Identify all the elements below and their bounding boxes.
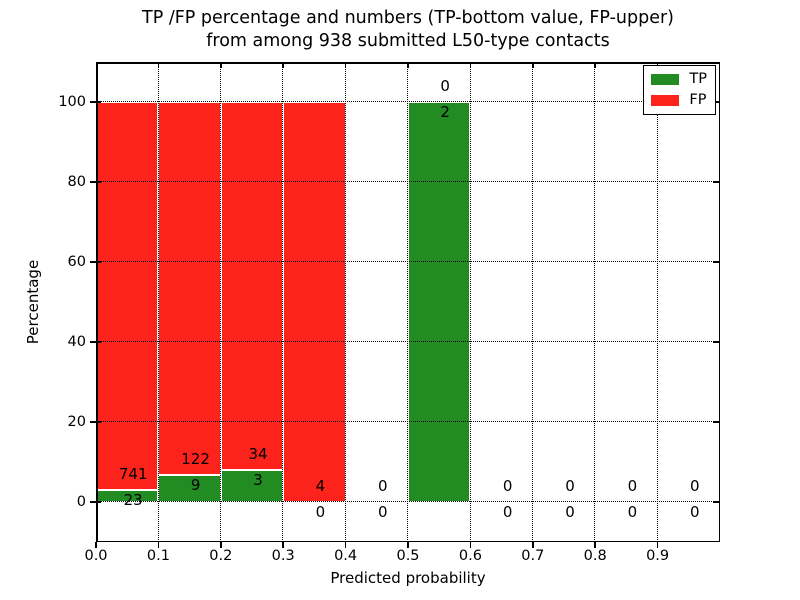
left-tick-100: [90, 101, 101, 103]
tp-count-label-0.7: 0: [565, 503, 575, 521]
x-axis-label: Predicted probability: [330, 569, 486, 587]
y-tick-label-60: 60: [67, 254, 86, 270]
bottom-tick-0.8: [594, 542, 596, 548]
legend-label-fp: FP: [689, 92, 707, 108]
fp-count-label-0.8: 0: [627, 477, 638, 495]
tp-count-label-0.0: 23: [123, 490, 143, 509]
fp-count-label-0.7: 0: [565, 477, 575, 495]
x-tick-label-0.7: 0.7: [521, 548, 545, 564]
top-tick-0.2: [220, 63, 222, 68]
fp-count-label-0.1: 122: [181, 449, 210, 468]
top-spine: [96, 62, 720, 64]
right-tick-80: [713, 181, 719, 183]
chart-title: TP /FP percentage and numbers (TP-bottom…: [96, 7, 720, 53]
legend-item-fp: FP: [651, 93, 707, 108]
fp-count-label-0.2: 34: [248, 444, 268, 463]
v-gridline-0.6: [469, 62, 471, 542]
bottom-tick-0.1: [157, 542, 160, 548]
tp-count-label-0.6: 0: [502, 503, 513, 521]
tp-count-label-0.3: 0: [315, 503, 326, 521]
bar-fp-0.0: [96, 102, 159, 490]
bottom-tick-0.7: [532, 542, 534, 548]
left-tick-20: [90, 421, 101, 423]
plot-area: 741 23 122 9 34 3 4 0 0 0 0 2 0 0 0 0 0 0 0 0 TP FP: [90, 62, 720, 548]
bottom-tick-0.6: [469, 542, 472, 548]
y-axis-label: Percentage: [24, 259, 42, 345]
x-tick-label-0.5: 0.5: [396, 548, 420, 564]
x-tick-label-0.0: 0.0: [84, 548, 108, 564]
legend-label-tp: TP: [689, 71, 707, 87]
left-tick-60: [90, 261, 101, 263]
right-tick-40: [713, 341, 719, 343]
y-tick-label-100: 100: [58, 94, 86, 110]
bar-fp-0.2: [220, 102, 284, 470]
top-tick-0.8: [594, 63, 596, 68]
bar-tp-0.2: [220, 469, 284, 502]
left-tick-80: [90, 181, 101, 183]
right-spine: [718, 62, 720, 542]
chart-title-line1: TP /FP percentage and numbers (TP-bottom…: [142, 8, 674, 28]
tp-count-label-0.1: 9: [190, 475, 201, 494]
fp-count-label-0.4: 0: [378, 477, 388, 495]
bottom-tick-0.2: [220, 542, 222, 548]
left-spine: [96, 62, 98, 542]
chart-title-line2: from among 938 submitted L50-type contac…: [206, 31, 610, 51]
top-tick-0.5: [407, 63, 409, 68]
tp-count-label-0.4: 0: [378, 503, 388, 521]
tp-count-label-0.8: 0: [627, 503, 638, 521]
v-gridline-0.3: [282, 62, 284, 542]
v-gridline-0.5: [407, 62, 409, 542]
v-gridline-0.8: [594, 62, 596, 542]
fp-count-label-0.0: 741: [118, 464, 148, 483]
right-tick-60: [713, 261, 719, 263]
y-tick-label-20: 20: [67, 414, 86, 430]
bottom-spine: [96, 540, 720, 542]
fp-count-label-0.3: 4: [315, 477, 326, 495]
right-tick-20: [713, 421, 719, 423]
bottom-tick-0.0: [95, 542, 97, 548]
fp-count-label-0.6: 0: [502, 477, 513, 495]
left-tick-40: [90, 341, 101, 343]
v-gridline-0.1: [157, 62, 159, 542]
tp-count-label-0.2: 3: [253, 470, 263, 489]
y-tick-label-80: 80: [67, 174, 86, 190]
left-tick-0: [90, 501, 101, 503]
v-gridline-0.9: [656, 62, 658, 542]
legend-item-tp: TP: [651, 72, 707, 87]
v-gridline-0.4: [344, 62, 346, 542]
x-tick-label-0.4: 0.4: [334, 548, 358, 564]
y-tick-label-0: 0: [76, 494, 86, 510]
bottom-tick-0.4: [344, 542, 347, 548]
tp-count-label-0.5: 2: [440, 103, 450, 121]
right-tick-0: [713, 501, 719, 503]
x-tick-label-0.2: 0.2: [209, 548, 233, 564]
fp-count-label-0.5: 0: [440, 77, 450, 95]
v-gridline-0.2: [220, 62, 222, 542]
x-tick-label-0.3: 0.3: [271, 548, 295, 564]
v-gridline-0.7: [532, 62, 534, 542]
top-tick-0.1: [157, 63, 160, 68]
bar-fp-0.1: [158, 102, 221, 475]
legend: TP FP: [643, 65, 716, 115]
legend-swatch-tp: [651, 74, 680, 85]
tp-count-label-0.9: 0: [690, 503, 700, 521]
x-tick-label-0.6: 0.6: [458, 548, 482, 564]
y-tick-label-40: 40: [67, 334, 86, 350]
legend-swatch-fp: [651, 95, 680, 106]
x-tick-label-0.8: 0.8: [583, 548, 607, 564]
bottom-tick-0.9: [656, 542, 659, 548]
x-tick-label-0.9: 0.9: [646, 548, 670, 564]
x-tick-label-0.1: 0.1: [146, 548, 170, 564]
fp-count-label-0.9: 0: [690, 477, 700, 495]
bottom-tick-0.3: [282, 542, 284, 548]
bottom-tick-0.5: [407, 542, 409, 548]
top-tick-0.7: [532, 63, 534, 68]
top-tick-0.4: [344, 63, 347, 68]
bar-tp-0.5: [408, 102, 471, 502]
bar-fp-0.3: [283, 102, 346, 502]
top-tick-0.3: [282, 63, 284, 68]
top-tick-0.6: [469, 63, 472, 68]
